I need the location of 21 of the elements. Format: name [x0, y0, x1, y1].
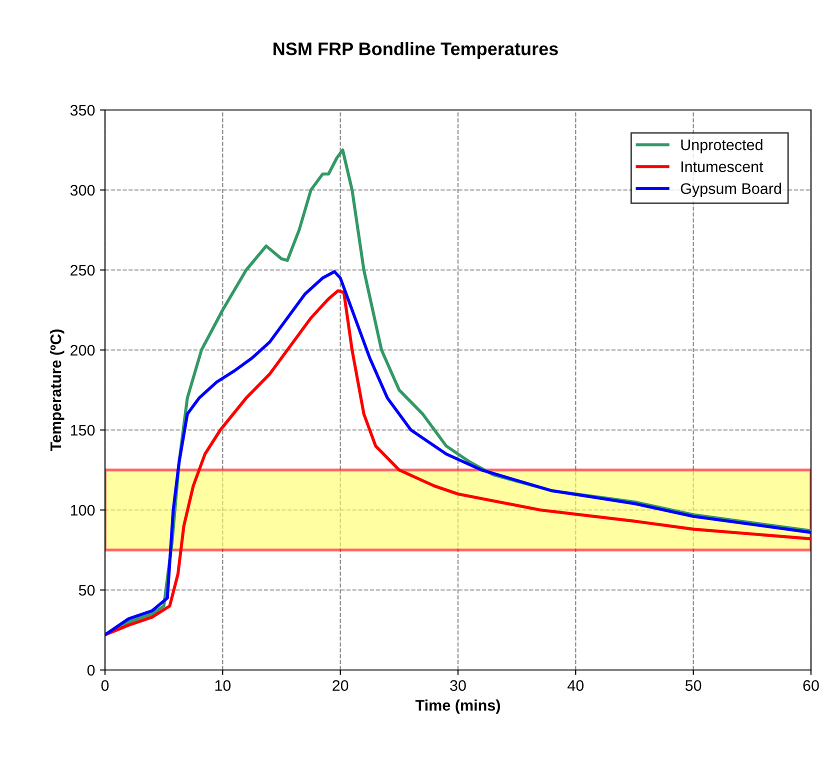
x-tick-label: 30 — [450, 680, 466, 691]
legend-label: Gypsum Board — [680, 182, 781, 198]
y-tick-label: 50 — [78, 584, 95, 596]
x-axis-title: Time (mins) — [415, 700, 500, 714]
y-tick-label: 100 — [70, 504, 95, 516]
x-tick-label: 60 — [803, 680, 819, 691]
x-tick-label: 20 — [332, 680, 348, 691]
x-tick-label: 10 — [215, 680, 231, 691]
chart-title: NSM FRP Bondline Temperatures — [274, 42, 558, 59]
y-tick-label: 350 — [70, 104, 95, 116]
x-tick-label: 50 — [685, 680, 702, 691]
y-axis-title: Temperature (ºC) — [50, 330, 64, 452]
legend-label: Intumescent — [681, 161, 764, 172]
legend-label: Unprotected — [681, 139, 762, 154]
x-tick-label: 0 — [101, 680, 109, 691]
y-tick-label: 0 — [87, 664, 95, 676]
y-tick-label: 250 — [70, 264, 95, 276]
y-tick-label: 200 — [70, 344, 95, 356]
x-tick-label: 40 — [568, 680, 584, 691]
y-tick-label: 300 — [70, 184, 95, 196]
y-tick-label: 150 — [70, 424, 95, 436]
